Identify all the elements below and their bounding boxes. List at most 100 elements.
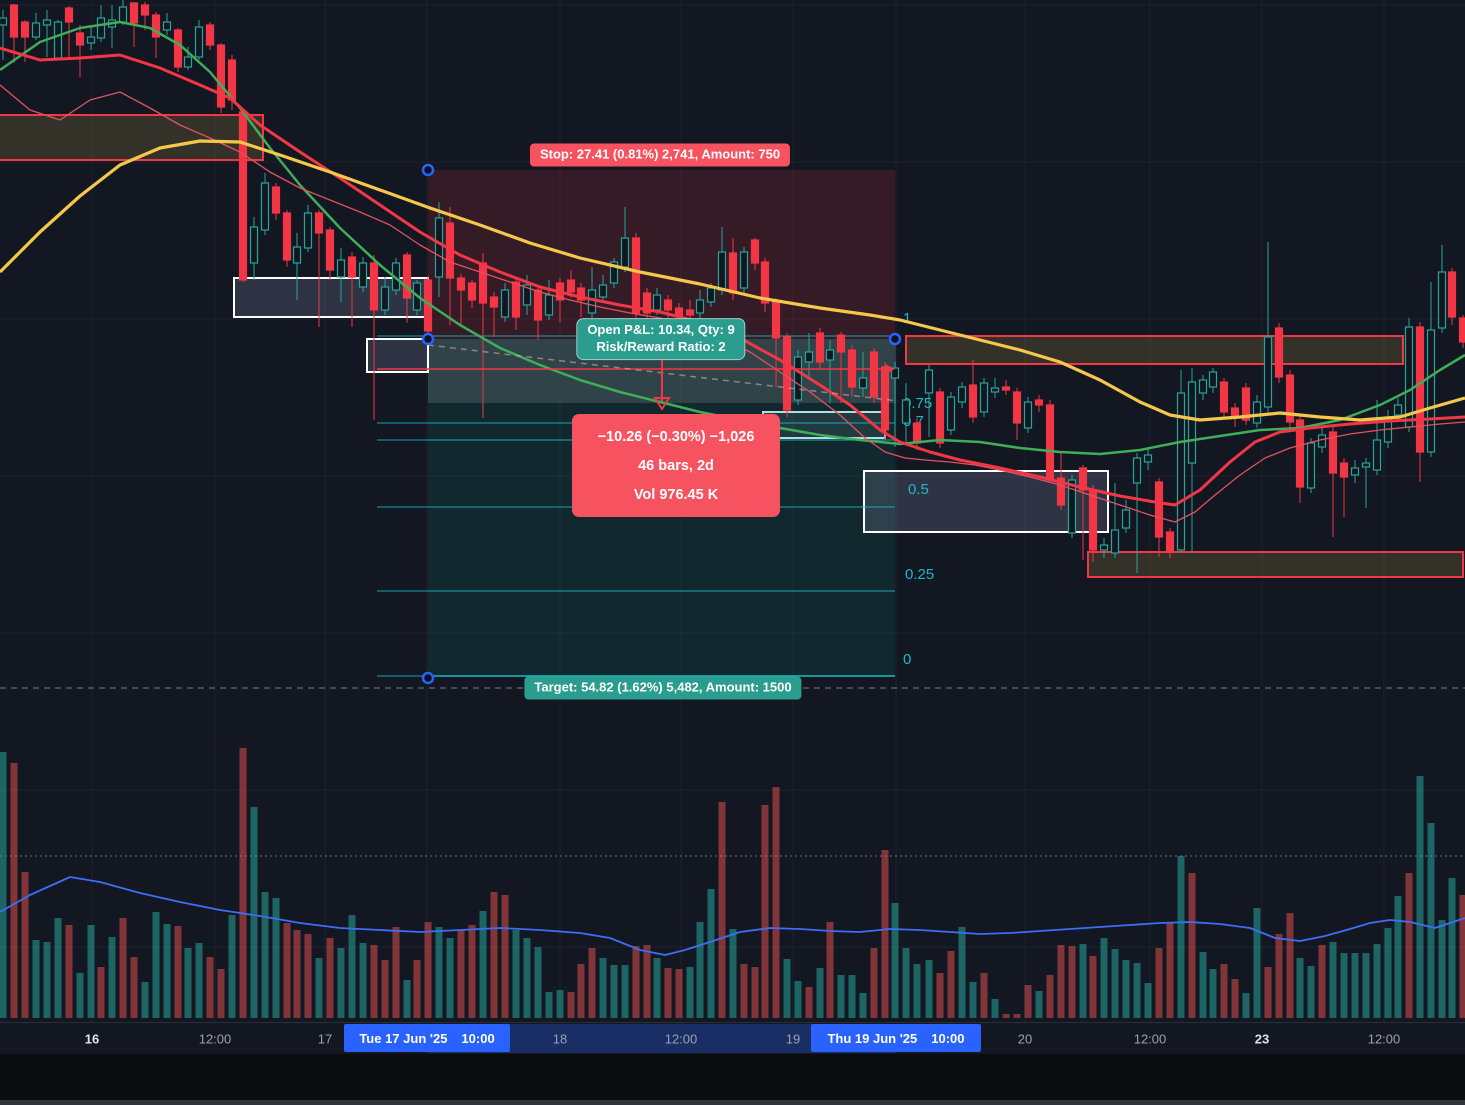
- candle-body: [598, 284, 608, 298]
- candle-body: [1274, 327, 1284, 378]
- drag-handle[interactable]: [421, 332, 435, 346]
- volume-bar: [610, 965, 618, 1018]
- candle-body: [1132, 457, 1142, 484]
- demand-box-left-2[interactable]: [366, 338, 429, 373]
- volume-bar: [761, 805, 769, 1018]
- drag-handle[interactable]: [421, 163, 435, 177]
- volume-bar: [816, 968, 824, 1018]
- volume-bar: [272, 898, 280, 1018]
- candle-body: [238, 111, 248, 281]
- candle-body: [42, 19, 52, 26]
- time-axis-label: 23: [1254, 1031, 1270, 1046]
- volume-bar: [1166, 922, 1174, 1018]
- candle-body: [151, 14, 161, 38]
- bottom-divider: [0, 1100, 1465, 1105]
- pnl-value: −10.26 (−0.30%) −1,026: [597, 428, 755, 445]
- volume-bar: [250, 807, 258, 1018]
- volume-bar: [130, 957, 138, 1018]
- volume-bar: [1111, 949, 1119, 1018]
- candle-body: [533, 289, 543, 321]
- volume-bar: [567, 992, 575, 1018]
- candle-body: [96, 17, 106, 39]
- volume-bar: [991, 999, 999, 1018]
- volume-bar: [119, 918, 127, 1018]
- candle-body: [162, 21, 172, 31]
- range-end-date: Thu 19 Jun '25: [827, 1030, 918, 1046]
- stop-loss-label[interactable]: Stop: 27.41 (0.81%) 2,741, Amount: 750: [529, 143, 791, 167]
- time-axis-label: 12:00: [1133, 1031, 1167, 1046]
- volume-bar: [54, 918, 62, 1018]
- volume-bar: [1351, 953, 1359, 1018]
- candle-body: [1437, 271, 1447, 329]
- time-axis-label: 18: [552, 1031, 568, 1046]
- open-pnl-label[interactable]: Open P&L: 10.34, Qty: 9 Risk/Reward Rati…: [576, 318, 746, 360]
- volume-bar: [239, 748, 247, 1018]
- volume-bar: [1242, 993, 1250, 1018]
- candle-body: [500, 289, 510, 318]
- ma-yellow-line: [0, 139, 1465, 422]
- volume-bar: [1448, 878, 1456, 1018]
- candle-body: [566, 279, 576, 293]
- volume-bar: [403, 980, 411, 1018]
- candle-body: [587, 289, 597, 314]
- mid-box-right[interactable]: [863, 470, 1109, 533]
- candle-body: [369, 262, 379, 311]
- volume-bar: [1089, 956, 1097, 1018]
- volume-bar: [718, 802, 726, 1018]
- drag-handle[interactable]: [888, 332, 902, 346]
- drag-handle[interactable]: [421, 671, 435, 685]
- candle-body: [1154, 481, 1164, 538]
- fib-label-0.75: 0.75: [903, 395, 932, 412]
- candle-body: [1415, 326, 1425, 453]
- open-pnl-line1: Open P&L: 10.34, Qty: 9: [587, 322, 735, 338]
- candle-body: [901, 399, 911, 424]
- volume-bar: [468, 925, 476, 1018]
- range-start-time-badge[interactable]: Tue 17 Jun '25 10:00: [344, 1024, 510, 1052]
- range-end-time-badge[interactable]: Thu 19 Jun '25 10:00: [811, 1024, 981, 1052]
- candle-body: [912, 422, 922, 444]
- fib-label-1: 1: [903, 310, 911, 327]
- candle-body: [325, 229, 335, 271]
- demand-zone-bottom-right[interactable]: [1087, 551, 1464, 578]
- candle-body: [489, 296, 499, 308]
- candle-body: [249, 226, 259, 264]
- candle-body: [336, 259, 346, 278]
- candle-body: [1056, 477, 1066, 506]
- volume-bar: [1133, 963, 1141, 1018]
- candle-body: [968, 384, 978, 418]
- pnl-bars: 46 bars, 2d: [638, 457, 714, 474]
- candle-body: [1219, 381, 1229, 413]
- time-axis-label: 20: [1017, 1031, 1033, 1046]
- volume-bar: [545, 992, 553, 1018]
- candle-body: [1023, 401, 1033, 429]
- supply-zone-top-left[interactable]: [0, 114, 264, 161]
- volume-bar: [1416, 776, 1424, 1018]
- candle-body: [183, 56, 193, 68]
- small-cyan-box[interactable]: [762, 411, 886, 439]
- candle-body: [20, 21, 30, 38]
- candle-body: [271, 186, 281, 214]
- volume-bar: [1405, 873, 1413, 1018]
- volume-bar: [696, 922, 704, 1018]
- volume-bar: [621, 965, 629, 1018]
- volume-bar: [848, 975, 856, 1018]
- volume-bar: [1002, 1014, 1010, 1018]
- volume-bar: [891, 903, 899, 1018]
- candle-body: [609, 261, 619, 284]
- volume-bar: [87, 925, 95, 1018]
- volume-bar: [435, 927, 443, 1018]
- take-profit-label[interactable]: Target: 54.82 (1.62%) 5,482, Amount: 150…: [524, 676, 802, 700]
- volume-bar: [359, 943, 367, 1018]
- volume-bar: [1384, 928, 1392, 1018]
- volume-bar: [664, 968, 672, 1018]
- volume-bar: [870, 948, 878, 1018]
- volume-bar: [675, 969, 683, 1018]
- candle-body: [1208, 371, 1218, 388]
- candle-body: [1241, 387, 1251, 421]
- volume-ma-line: [0, 876, 1465, 956]
- volume-bar: [490, 892, 498, 1018]
- time-axis[interactable]: Tue 17 Jun '25 10:00 Thu 19 Jun '25 10:0…: [0, 1022, 1465, 1054]
- chart-canvas[interactable]: 10.750.70.50.250: [0, 0, 1465, 1022]
- volume-bar: [1144, 983, 1152, 1018]
- volume-bar: [1079, 944, 1087, 1018]
